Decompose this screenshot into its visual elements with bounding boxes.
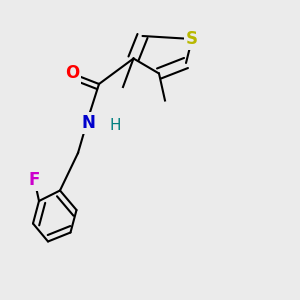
Text: N: N bbox=[82, 114, 95, 132]
Text: S: S bbox=[186, 30, 198, 48]
Text: H: H bbox=[110, 118, 121, 134]
Text: F: F bbox=[29, 171, 40, 189]
Text: O: O bbox=[65, 64, 79, 82]
